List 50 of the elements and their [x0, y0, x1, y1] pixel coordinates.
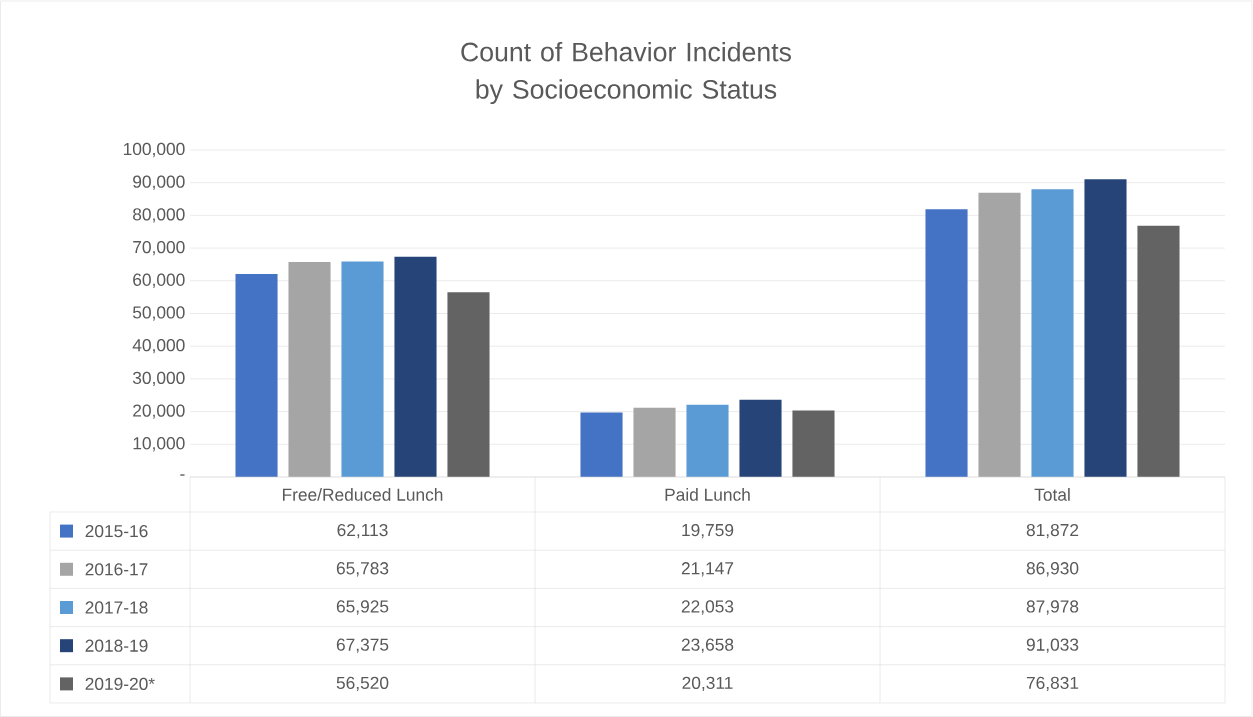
data-label: 81,872: [1026, 523, 1079, 539]
y-tick-label: 70,000: [133, 240, 185, 256]
data-label: 86,930: [1026, 562, 1079, 577]
y-tick-label: 40,000: [132, 339, 185, 354]
bar: [1084, 179, 1127, 477]
bar: [978, 192, 1021, 477]
data-label: 23,658: [681, 638, 734, 653]
y-tick-label: 80,000: [133, 208, 185, 223]
legend-label: 2018-19: [85, 639, 148, 652]
y-tick-label: 20,000: [133, 404, 185, 419]
bar: [633, 407, 676, 477]
data-label: 22,053: [681, 600, 734, 615]
data-label: 56,520: [336, 676, 389, 692]
bar: [1137, 225, 1180, 477]
bar: [288, 261, 331, 477]
y-tick-label: 90,000: [133, 175, 185, 190]
x-tick-label: Paid Lunch: [665, 488, 750, 501]
legend-label: 2017-18: [85, 601, 148, 614]
bar: [580, 412, 623, 477]
bar: [792, 410, 835, 477]
x-tick-label: Total: [1034, 488, 1070, 501]
x-tick-label: Free/Reduced Lunch: [282, 488, 443, 501]
data-label: 65,925: [336, 600, 389, 615]
bar: [686, 404, 729, 477]
data-label: 19,759: [682, 523, 734, 539]
data-label: 87,978: [1026, 600, 1079, 615]
bar: [341, 261, 384, 477]
y-tick-label: 30,000: [132, 371, 185, 387]
y-tick-label: -: [180, 474, 185, 476]
data-label: 20,311: [682, 676, 733, 692]
bar: [235, 273, 278, 477]
bar: [925, 209, 968, 477]
data-label: 62,113: [337, 523, 388, 539]
data-label: 91,033: [1026, 638, 1079, 653]
y-tick-label: 10,000: [133, 437, 185, 452]
bar: [1031, 189, 1074, 477]
legend-label: 2015-16: [85, 524, 148, 538]
bar: [447, 292, 490, 477]
y-tick-label: 60,000: [133, 273, 185, 288]
data-label: 67,375: [336, 638, 389, 653]
bar: [394, 256, 437, 477]
chart-title: Count of Behavior Incidents by Socioeconomic Status: [461, 41, 791, 105]
data-label: 65,783: [336, 562, 389, 577]
bar: [739, 399, 782, 477]
data-label: 76,831: [1026, 676, 1079, 692]
y-tick-label: 100,000: [123, 142, 185, 158]
legend-label: 2019-20*: [85, 677, 155, 691]
legend-label: 2016-17: [85, 563, 148, 576]
data-label: 21,147: [681, 562, 734, 577]
y-tick-label: 50,000: [132, 306, 185, 321]
